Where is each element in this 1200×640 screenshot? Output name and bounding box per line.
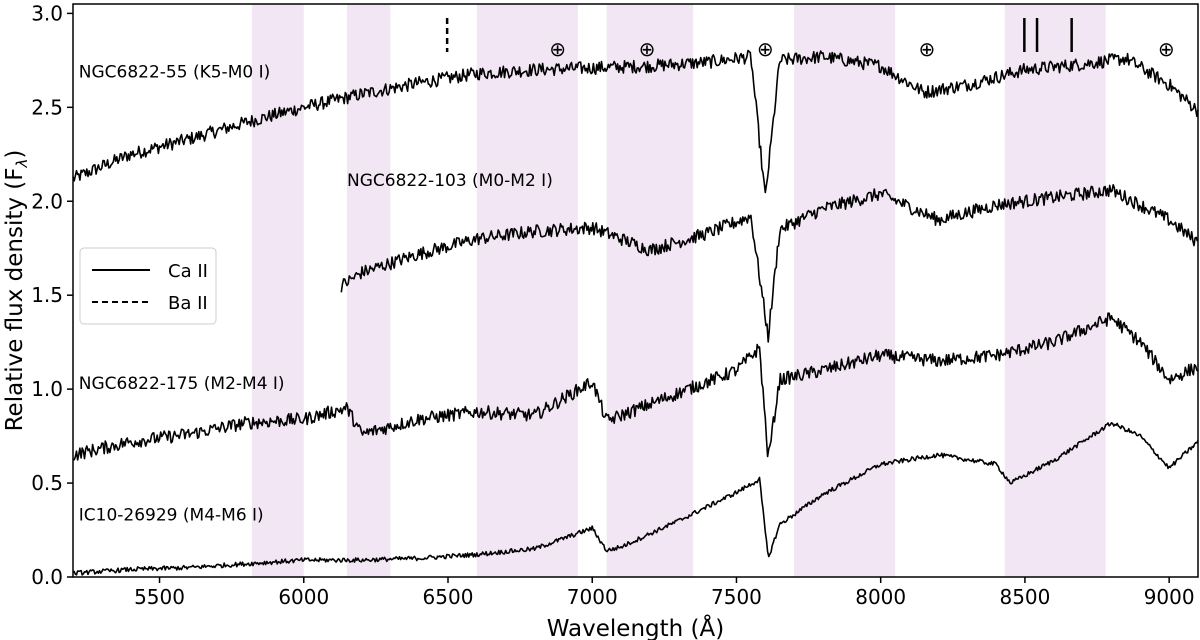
x-tick-label-3: 7000 bbox=[567, 585, 618, 609]
x-tick-label-6: 8500 bbox=[999, 585, 1050, 609]
shaded-band-4 bbox=[794, 4, 896, 577]
telluric-symbol-2: ⊕ bbox=[757, 37, 774, 61]
y-tick-label-4: 2.0 bbox=[31, 189, 63, 213]
spectrum-line-2 bbox=[72, 312, 1199, 461]
y-axis-label-subscript: λ bbox=[13, 159, 31, 169]
x-tick-label-7: 9000 bbox=[1144, 585, 1195, 609]
x-axis-label: Wavelength (Å) bbox=[547, 614, 724, 640]
legend-entry-ba-ii: Ba II bbox=[168, 293, 208, 314]
spectrum-line-3 bbox=[72, 422, 1199, 576]
y-axis-ticks: 0.0 0.5 1.0 1.5 2.0 2.5 3.0 bbox=[31, 1, 73, 589]
telluric-symbol-1: ⊕ bbox=[639, 37, 656, 61]
legend-entry-ca-ii: Ca II bbox=[168, 261, 208, 282]
telluric-markers: ⊕ ⊕ ⊕ ⊕ ⊕ bbox=[549, 37, 1174, 61]
shaded-band-2 bbox=[476, 4, 578, 577]
spectra-series bbox=[72, 49, 1199, 576]
spectrum-line-1 bbox=[340, 184, 1199, 343]
x-tick-label-2: 6500 bbox=[423, 585, 474, 609]
shaded-band-5 bbox=[1004, 4, 1106, 577]
shaded-band-0 bbox=[251, 4, 304, 577]
legend: Ca II Ba II bbox=[79, 247, 217, 325]
y-axis-label: Relative flux density (Fλ) bbox=[2, 150, 31, 432]
x-tick-label-4: 7500 bbox=[711, 585, 762, 609]
spectrum-line-0 bbox=[72, 49, 1199, 194]
y-axis-label-close: ) bbox=[2, 150, 28, 159]
telluric-symbol-4: ⊕ bbox=[1158, 37, 1175, 61]
star-label-2: NGC6822-175 (M2-M4 I) bbox=[79, 374, 285, 394]
y-tick-label-6: 3.0 bbox=[31, 1, 63, 25]
y-tick-label-2: 1.0 bbox=[31, 377, 63, 401]
y-tick-label-0: 0.0 bbox=[31, 565, 63, 589]
y-tick-label-5: 2.5 bbox=[31, 95, 63, 119]
shaded-band-3 bbox=[606, 4, 694, 577]
star-labels: NGC6822-55 (K5-M0 I) NGC6822-103 (M0-M2 I… bbox=[79, 62, 553, 525]
shaded-regions bbox=[251, 4, 1106, 577]
x-tick-label-0: 5500 bbox=[134, 585, 185, 609]
telluric-symbol-0: ⊕ bbox=[549, 37, 566, 61]
star-label-0: NGC6822-55 (K5-M0 I) bbox=[79, 62, 270, 82]
star-label-1: NGC6822-103 (M0-M2 I) bbox=[347, 171, 553, 191]
x-tick-label-1: 6000 bbox=[278, 585, 329, 609]
telluric-symbol-3: ⊕ bbox=[918, 37, 935, 61]
x-tick-label-5: 8000 bbox=[855, 585, 906, 609]
legend-box bbox=[79, 247, 217, 325]
shaded-band-1 bbox=[347, 4, 391, 577]
y-axis-label-main: Relative flux density (F bbox=[2, 167, 28, 431]
line-markers bbox=[445, 18, 1073, 52]
star-label-3: IC10-26929 (M4-M6 I) bbox=[79, 506, 264, 526]
y-tick-label-3: 1.5 bbox=[31, 283, 63, 307]
plot-frame bbox=[72, 3, 1199, 578]
y-tick-label-1: 0.5 bbox=[31, 471, 63, 495]
x-axis-ticks: 5500 6000 6500 7000 7500 8000 8500 9000 bbox=[134, 577, 1195, 609]
